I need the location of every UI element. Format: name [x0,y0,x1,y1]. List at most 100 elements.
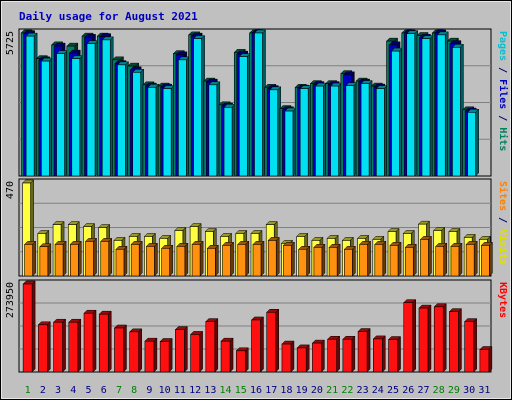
kbytes-bar-kbytes-28 [433,306,444,373]
x-label-day-13: 13 [204,385,216,396]
kbytes-bar-kbytes-3-side [62,318,66,373]
kbytes-bar-kbytes-27-side [427,304,432,373]
x-label-day-7: 7 [116,385,122,396]
hits-bar-pages-15 [238,56,248,177]
x-label-day-15: 15 [235,385,247,396]
visits-bar-sites-18-side [291,241,295,277]
x-label-day-28: 28 [433,385,445,396]
visits-bar-sites-24 [374,244,384,277]
x-label-day-27: 27 [417,385,429,396]
kbytes-bar-kbytes-4 [68,321,79,373]
hits-bar-pages-29 [452,47,461,177]
x-label-day-25: 25 [387,385,399,396]
kbytes-bar-kbytes-16 [251,319,261,373]
visits-bar-sites-6-side [108,237,112,277]
hits-bar-pages-30-side [475,108,479,177]
kbytes-bar-kbytes-13 [205,321,216,373]
kbytes-bar-kbytes-15 [235,350,246,373]
hits-axis-label: Pages / Files / Hits [497,31,509,151]
visits-axis-label-part-1: / [497,211,508,229]
hits-bar-pages-30 [467,112,476,177]
x-label-day-20: 20 [311,385,323,396]
hits-max-label: 5725 [5,31,16,55]
kbytes-bar-kbytes-18-side [290,340,295,373]
kbytes-bar-kbytes-1-side [31,280,36,373]
visits-bar-sites-31-side [489,241,493,277]
kbytes-bar-kbytes-19 [296,347,307,373]
hits-axis-label-part-1: / [497,61,508,79]
kbytes-bar-kbytes-21 [327,338,337,373]
visits-bar-sites-27-side [428,235,432,277]
visits-bar-sites-14-side [230,241,234,277]
x-label-day-9: 9 [146,385,152,396]
visits-bar-sites-15-side [245,240,250,277]
visits-bar-sites-24-side [382,240,387,277]
kbytes-bar-kbytes-2 [38,324,48,373]
kbytes-bar-kbytes-22 [342,338,353,373]
kbytes-bar-kbytes-4-side [77,318,82,373]
visits-bar-sites-10-side [169,244,173,277]
visits-bar-sites-4-side [78,240,82,277]
x-label-day-6: 6 [101,385,107,396]
x-label-day-11: 11 [174,385,186,396]
x-label-day-19: 19 [296,385,308,396]
visits-bar-sites-25 [389,245,399,277]
visits-bar-sites-22-side [352,245,356,277]
hits-bar-pages-20 [315,85,324,177]
hits-bar-pages-22 [345,85,355,177]
visits-bar-sites-14 [222,245,231,277]
visits-bar-sites-7 [115,248,125,277]
hits-bar-pages-23 [360,83,370,177]
kbytes-bar-kbytes-6-side [107,310,112,373]
visits-bar-sites-13 [207,247,216,277]
visits-bar-sites-11-side [184,242,189,277]
hits-bar-pages-17 [269,89,279,177]
visits-bar-sites-3-side [62,240,67,277]
kbytes-bar-kbytes-7-side [123,324,127,373]
visits-bar-sites-27 [420,239,429,277]
kbytes-bar-kbytes-11-side [184,325,188,373]
visits-bar-sites-13-side [215,244,219,277]
kbytes-max-label: 273950 [5,282,16,318]
visits-bar-sites-22 [344,248,353,277]
hits-bar-pages-16 [254,32,263,177]
visits-bar-sites-3 [54,244,64,277]
kbytes-bar-kbytes-10-side [168,337,173,373]
hits-bar-pages-19 [299,88,309,177]
kbytes-bar-kbytes-29-side [458,308,462,373]
kbytes-bar-kbytes-24 [373,338,383,373]
kbytes-bar-kbytes-20 [312,342,322,373]
kbytes-bar-kbytes-24-side [382,335,386,373]
x-label-day-10: 10 [159,385,171,396]
kbytes-bar-kbytes-14-side [229,337,234,373]
visits-bar-sites-20-side [321,243,326,277]
x-label-day-4: 4 [70,385,76,396]
visits-bar-sites-4 [69,244,79,277]
kbytes-bar-kbytes-8 [129,331,139,373]
x-label-day-2: 2 [40,385,46,396]
hits-bar-pages-10 [162,88,172,177]
visits-bar-sites-26-side [413,243,417,277]
kbytes-bar-kbytes-21-side [336,335,340,373]
visits-max-label: 470 [5,181,16,199]
chart-title: Daily usage for August 2021 [19,10,198,23]
visits-bar-sites-12 [191,244,201,277]
kbytes-bar-kbytes-11 [175,329,185,373]
visits-bar-sites-2-side [47,243,52,277]
kbytes-bar-kbytes-2-side [47,321,51,373]
visits-bar-sites-16-side [260,240,265,277]
visits-bar-sites-15 [237,244,247,277]
x-label-day-31: 31 [478,385,490,396]
visits-bar-sites-16 [252,244,262,277]
panel-visits: 470 Sites / Visits [5,178,509,277]
visits-bar-sites-17-side [275,236,280,277]
kbytes-bar-kbytes-13-side [214,317,219,373]
kbytes-bar-kbytes-27 [418,307,429,373]
x-label-day-17: 17 [265,385,277,396]
kbytes-bar-kbytes-17-side [275,308,279,373]
kbytes-bar-kbytes-26 [403,302,414,373]
kbytes-bar-kbytes-9 [144,340,155,373]
x-label-day-16: 16 [250,385,262,396]
visits-bar-sites-23 [359,244,368,277]
